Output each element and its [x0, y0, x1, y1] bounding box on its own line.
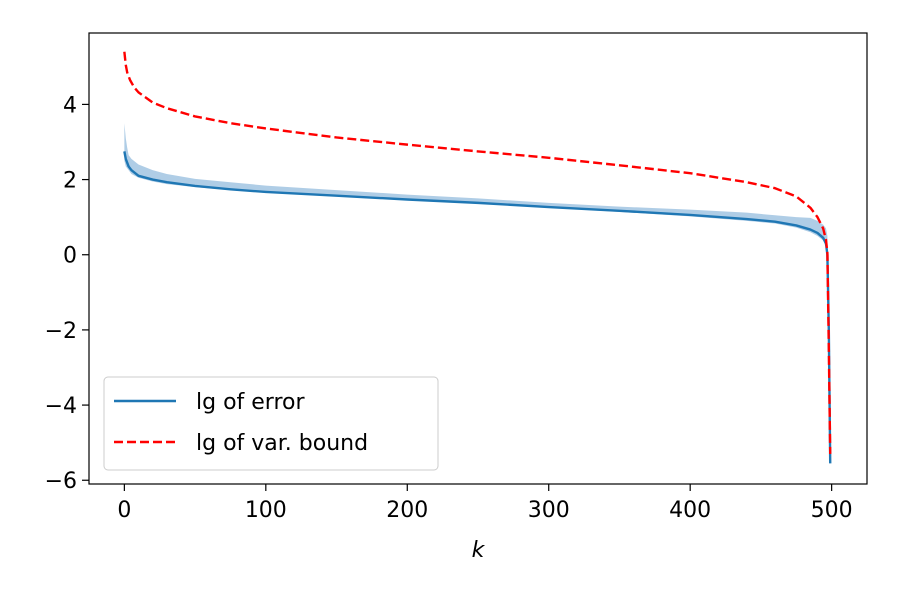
series-line-bound	[123, 51, 832, 454]
legend-label-error: lg of error	[196, 390, 305, 415]
y-tick-label: 2	[63, 169, 77, 194]
error-band-layer	[124, 123, 831, 464]
legend: lg of error lg of var. bound	[103, 376, 439, 471]
x-tick-label: 200	[386, 498, 428, 523]
x-tick-label: 0	[117, 498, 131, 523]
y-tick-label: 0	[63, 244, 77, 269]
legend-box	[103, 376, 439, 471]
x-tick-label: 100	[245, 498, 287, 523]
x-axis: 0 100 200 300 400 500	[117, 484, 853, 523]
y-tick-label: −4	[45, 394, 77, 419]
legend-label-bound: lg of var. bound	[196, 431, 368, 456]
x-tick-label: 300	[528, 498, 570, 523]
y-axis: −6 −4 −2 0 2 4	[45, 93, 89, 494]
x-tick-label: 400	[669, 498, 711, 523]
x-tick-label: 500	[811, 498, 853, 523]
x-axis-label: k	[472, 538, 486, 563]
series-line-error	[123, 151, 832, 464]
error-band	[124, 123, 831, 464]
plot-frame	[88, 32, 868, 485]
y-tick-label: −2	[45, 319, 77, 344]
y-tick-label: −6	[45, 469, 77, 494]
series-lines-layer	[123, 51, 832, 464]
y-tick-label: 4	[63, 93, 77, 118]
